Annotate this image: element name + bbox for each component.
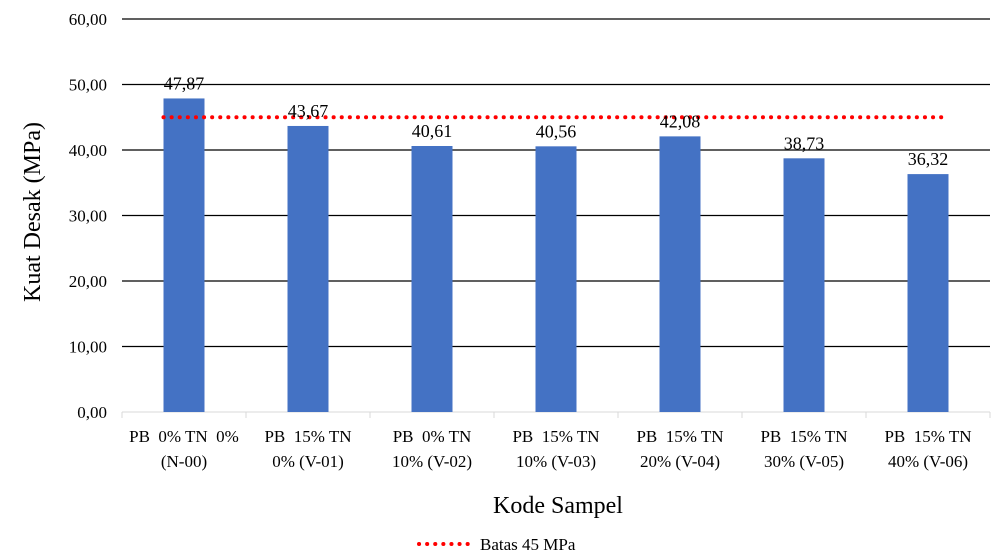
bars: [163, 98, 949, 413]
x-category-label-line: 20% (V-04): [640, 452, 720, 471]
bar: [535, 146, 577, 412]
data-label: 38,73: [784, 133, 825, 153]
data-label: 43,67: [288, 101, 329, 121]
x-category-label-line: 40% (V-06): [888, 452, 968, 471]
y-tick-label: 20,00: [69, 272, 107, 291]
x-category-label-line: PB 0% TN: [393, 427, 472, 446]
x-category-label-line: 0% (V-01): [272, 452, 344, 471]
x-category-label-line: PB 15% TN: [884, 427, 971, 446]
data-label: 47,87: [164, 73, 205, 93]
y-axis-title: Kuat Desak (MPa): [20, 122, 46, 302]
data-label: 42,08: [660, 111, 701, 131]
x-category-label-line: PB 15% TN: [636, 427, 723, 446]
x-category-label-line: PB 15% TN: [512, 427, 599, 446]
y-tick-label: 40,00: [69, 141, 107, 160]
legend-label: Batas 45 MPa: [480, 535, 576, 554]
y-tick-label: 60,00: [69, 10, 107, 29]
data-label: 40,61: [412, 121, 453, 141]
x-category-label-line: PB 15% TN: [760, 427, 847, 446]
x-category-label: PB 15% TN 40% (V-06): [884, 427, 971, 471]
x-category-label: PB 15% TN 0% (V-01): [264, 427, 351, 471]
y-tick-labels: 0,00 10,00 20,00 30,00 40,00 50,00 60,00: [69, 10, 107, 422]
x-category-label: PB 15% TN 20% (V-04): [636, 427, 723, 471]
x-category-label-line: PB 0% TN 0%: [129, 427, 239, 446]
x-category-label: PB 15% TN 10% (V-03): [512, 427, 599, 471]
bar: [411, 146, 453, 412]
x-category-label-line: 10% (V-03): [516, 452, 596, 471]
bar: [659, 136, 701, 412]
bar: [287, 125, 329, 413]
legend: Batas 45 MPa: [417, 535, 576, 554]
bar: [163, 98, 205, 412]
data-labels: 47,87 43,67 40,61 40,56 42,08 38,73 36,32: [164, 73, 949, 169]
x-category-label-line: 30% (V-05): [764, 452, 844, 471]
x-category-label-line: (N-00): [161, 452, 207, 471]
data-label: 36,32: [908, 149, 949, 169]
y-tick-label: 50,00: [69, 76, 107, 95]
y-tick-label: 10,00: [69, 338, 107, 357]
y-tick-label: 0,00: [77, 403, 107, 422]
x-category-labels: PB 0% TN 0% (N-00) PB 15% TN 0% (V-01) PB 0%…: [129, 427, 971, 471]
x-axis-title: Kode Sampel: [493, 493, 623, 519]
bar: [783, 158, 825, 412]
x-category-label-line: PB 15% TN: [264, 427, 351, 446]
x-category-label: PB 15% TN 30% (V-05): [760, 427, 847, 471]
bar: [907, 174, 949, 412]
x-category-label: PB 0% TN 10% (V-02): [392, 427, 472, 471]
x-category-label-line: 10% (V-02): [392, 452, 472, 471]
y-tick-label: 30,00: [69, 207, 107, 226]
x-category-label: PB 0% TN 0% (N-00): [129, 427, 239, 471]
data-label: 40,56: [536, 121, 577, 141]
